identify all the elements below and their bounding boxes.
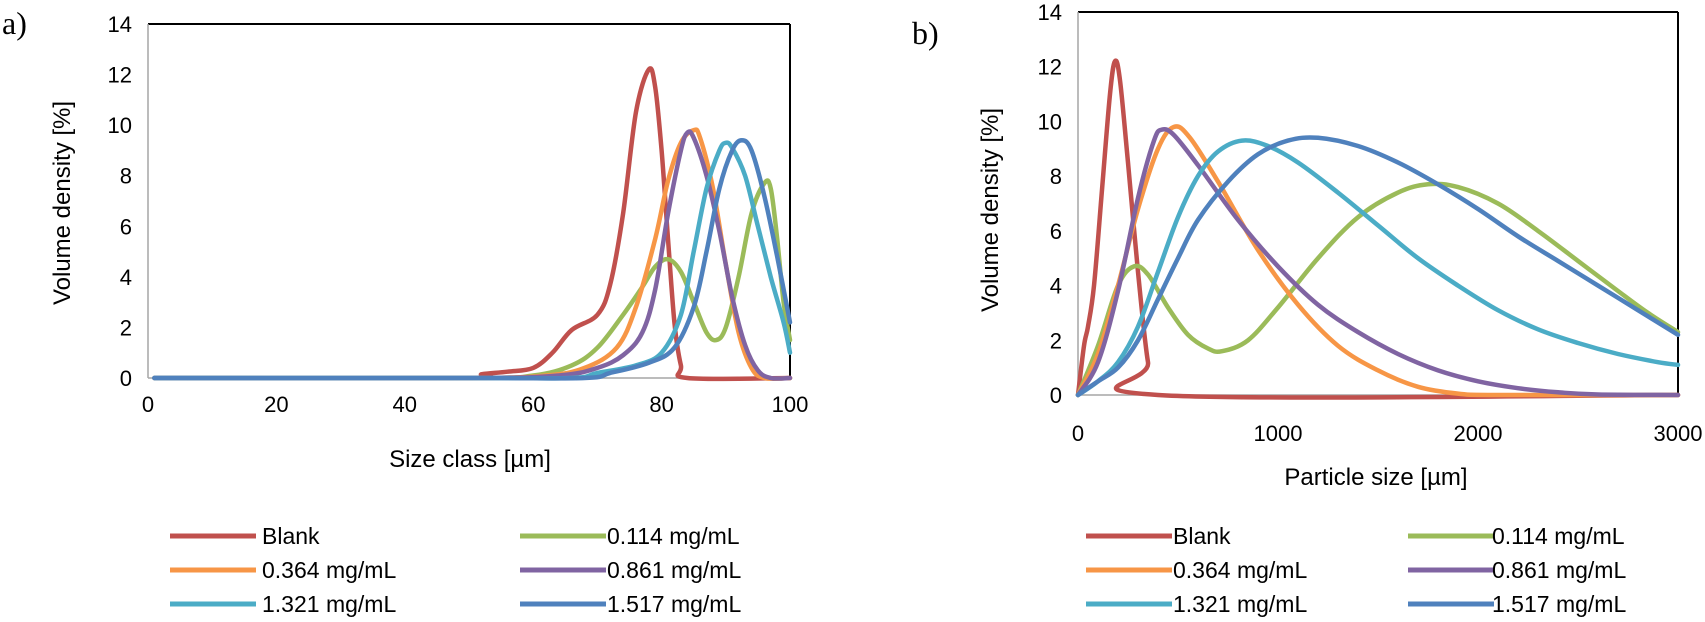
x-tick-label-a: 100 xyxy=(772,392,809,417)
x-tick-label-b: 1000 xyxy=(1254,421,1303,446)
legend-b: Blank 0.114 mg/mL 0.364 mg/mL 0.861 mg/mL 1.… xyxy=(1086,523,1626,617)
y-tick-label-a: 0 xyxy=(120,366,132,391)
legend-label-1-517-mg-ml-a: 1.517 mg/mL xyxy=(607,591,741,617)
y-axis-title-a: Volume density [%] xyxy=(49,101,76,305)
legend-label-0-114-mg-ml-b: 0.114 mg/mL xyxy=(1492,523,1625,549)
y-tick-label-a: 2 xyxy=(120,315,132,340)
plot-area-a: 0 2 4 6 8 10 12 14 0 20 40 60 80 100 xyxy=(108,12,809,417)
series-line-blank-a xyxy=(152,66,793,382)
y-tick-label-b: 8 xyxy=(1050,164,1062,189)
x-tick-label-a: 20 xyxy=(264,392,288,417)
chart-panel-b: b) 0 2 4 6 8 10 12 14 0 1000 2000 3000 Particle siz… xyxy=(912,0,1702,617)
y-tick-label-a: 4 xyxy=(120,265,132,290)
series-line-1-517-mg-ml-a xyxy=(152,138,793,381)
legend-label-0-114-mg-ml-a: 0.114 mg/mL xyxy=(607,523,740,549)
x-tick-label-a: 60 xyxy=(521,392,545,417)
y-tick-label-b: 14 xyxy=(1038,0,1062,25)
x-tick-label-a: 80 xyxy=(649,392,673,417)
legend-label-0-364-mg-ml-b: 0.364 mg/mL xyxy=(1173,557,1307,583)
legend-label-1-321-mg-ml-a: 1.321 mg/mL xyxy=(262,591,396,617)
y-tick-label-a: 6 xyxy=(120,214,132,239)
x-tick-label-b: 3000 xyxy=(1654,421,1703,446)
y-tick-label-a: 10 xyxy=(108,113,132,138)
x-tick-label-b: 0 xyxy=(1072,421,1084,446)
x-tick-label-a: 40 xyxy=(393,392,417,417)
x-axis-title-b: Particle size [µm] xyxy=(1284,464,1467,491)
series-line-0-364-mg-ml-b xyxy=(1075,124,1681,398)
y-tick-label-b: 0 xyxy=(1050,383,1062,408)
plot-area-b: 0 2 4 6 8 10 12 14 0 1000 2000 3000 xyxy=(1038,0,1703,446)
legend-label-0-861-mg-ml-b: 0.861 mg/mL xyxy=(1492,557,1626,583)
series-line-0-114-mg-ml-b xyxy=(1075,181,1681,398)
y-tick-label-a: 14 xyxy=(108,12,132,37)
series-line-0-114-mg-ml-a xyxy=(152,178,793,381)
y-tick-label-b: 6 xyxy=(1050,219,1062,244)
x-tick-label-a: 0 xyxy=(142,392,154,417)
x-tick-label-b: 2000 xyxy=(1454,421,1503,446)
y-tick-label-b: 12 xyxy=(1038,55,1062,80)
chart-panel-a: a) 0 2 4 6 8 10 12 14 0 20 40 60 80 100 Size class [µ… xyxy=(2,5,808,617)
series-line-1-321-mg-ml-a xyxy=(152,140,793,381)
series-line-0-861-mg-ml-a xyxy=(152,129,793,381)
y-tick-label-b: 2 xyxy=(1050,328,1062,353)
panel-label-a: a) xyxy=(2,5,27,41)
legend-label-0-861-mg-ml-a: 0.861 mg/mL xyxy=(607,557,741,583)
legend-label-blank-b: Blank xyxy=(1173,523,1231,549)
legend-label-1-321-mg-ml-b: 1.321 mg/mL xyxy=(1173,591,1307,617)
series-line-1-321-mg-ml-b xyxy=(1075,138,1681,398)
series-line-1-517-mg-ml-b xyxy=(1075,135,1681,398)
x-axis-title-a: Size class [µm] xyxy=(389,446,551,473)
y-axis-title-b: Volume density [%] xyxy=(977,108,1004,312)
y-tick-label-a: 8 xyxy=(120,164,132,189)
y-tick-label-b: 10 xyxy=(1038,109,1062,134)
legend-label-1-517-mg-ml-b: 1.517 mg/mL xyxy=(1492,591,1626,617)
legend-label-0-364-mg-ml-a: 0.364 mg/mL xyxy=(262,557,396,583)
legend-label-blank-a: Blank xyxy=(262,523,320,549)
series-line-blank-b xyxy=(1075,58,1681,400)
panel-label-b: b) xyxy=(912,15,939,51)
y-tick-label-b: 4 xyxy=(1050,274,1062,299)
y-tick-label-a: 12 xyxy=(108,63,132,88)
legend-a: Blank 0.114 mg/mL 0.364 mg/mL 0.861 mg/mL 1.… xyxy=(170,523,741,617)
series-line-0-861-mg-ml-b xyxy=(1075,126,1681,398)
